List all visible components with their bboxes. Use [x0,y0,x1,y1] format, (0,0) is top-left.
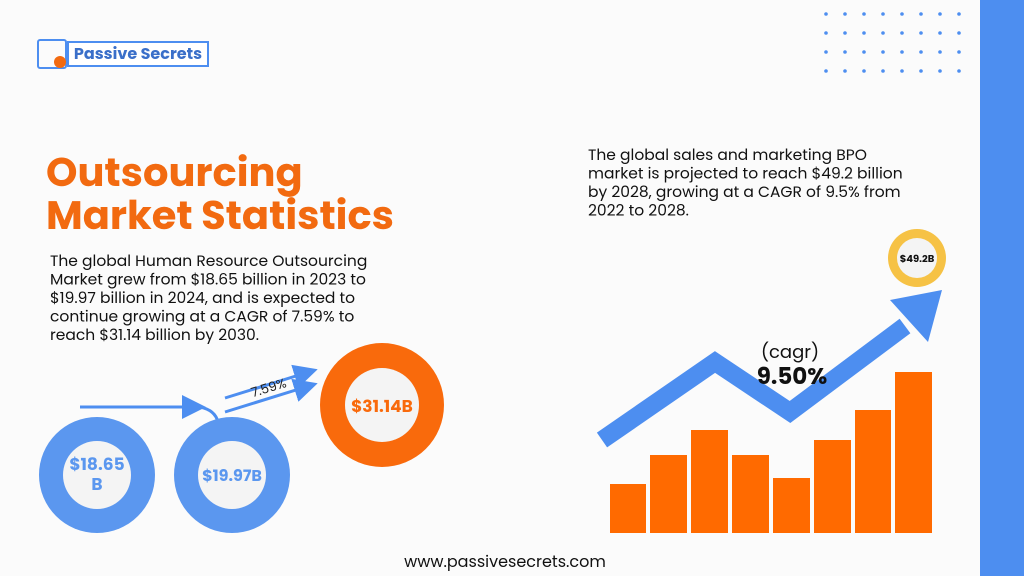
badge-label: $49.2B [900,251,935,266]
paragraph-line: Market grew from $18.65 billion in 2023 … [50,270,366,291]
dot [900,69,904,73]
dot [900,12,904,16]
dot [843,50,847,54]
paragraph-line: by 2028, growing at a CAGR of 9.5% from [588,182,901,203]
logo[interactable]: Passive Secrets [37,39,209,69]
paragraph-line: continue growing at a CAGR of 7.59% to [50,307,354,328]
dot [862,69,866,73]
dot [919,31,923,35]
dot [919,12,923,16]
dot [824,12,828,16]
circle-label: $19.97B [202,464,262,487]
circle-label: $31.14B [351,394,413,418]
dot [957,12,961,16]
dot [938,31,942,35]
paragraph-line: 2022 to 2028. [588,201,689,222]
bar [814,440,851,533]
cagr-caption: (cagr) [761,340,819,365]
logo-text: Passive Secrets [74,42,202,65]
circle-label: $18.65 [69,452,124,476]
bar [773,478,810,533]
circle-label: B [91,472,102,496]
dot [843,31,847,35]
footer-url[interactable]: www.passivesecrets.com [404,550,606,573]
dot [957,50,961,54]
trend-arrow [596,318,911,448]
paragraph-line: $19.97 billion in 2024, and is expected … [50,288,355,309]
bar [732,455,769,533]
dot [957,31,961,35]
circle-inner [63,441,131,509]
logo-box [67,41,209,67]
dot [824,69,828,73]
paragraph-line: reach $31.14 billion by 2030. [50,325,259,346]
paragraph-line: The global Human Resource Outsourcing [50,251,367,272]
bpo-paragraph: The global sales and marketing BPOmarket… [588,145,903,222]
dot [862,12,866,16]
cagr-value: 9.50% [757,361,828,393]
bar [610,484,646,533]
arrow [224,364,318,400]
dot [900,50,904,54]
logo-gear [54,56,66,68]
paragraph-line: market is projected to reach $49.2 billi… [588,164,903,185]
bar [691,430,728,533]
dot [862,50,866,54]
dot [919,50,923,54]
trend-arrowhead [890,290,942,342]
circle-inner [345,368,419,442]
title-line: Outsourcing [46,144,303,200]
bar [855,410,891,533]
dot-pattern [824,12,961,73]
dot [881,31,885,35]
dot [824,31,828,35]
bar [895,372,932,533]
badge-inner [897,238,937,278]
bar-graphic [610,372,932,533]
logo-icon [37,39,67,69]
bar [650,455,687,533]
dot [881,50,885,54]
dot [881,69,885,73]
dot [919,69,923,73]
dot [843,12,847,16]
arrow [224,378,318,414]
dot [938,12,942,16]
dot [862,31,866,35]
dot [938,50,942,54]
paragraph-line: The global sales and marketing BPO [588,145,867,166]
dot [957,69,961,73]
side-stripe [980,0,1024,576]
dot [843,69,847,73]
dot [881,12,885,16]
dot [824,50,828,54]
title-line: Market Statistics [46,187,394,243]
dot [938,69,942,73]
circle-inner [198,441,266,509]
hr-paragraph: The global Human Resource OutsourcingMar… [50,251,367,346]
dot [900,31,904,35]
